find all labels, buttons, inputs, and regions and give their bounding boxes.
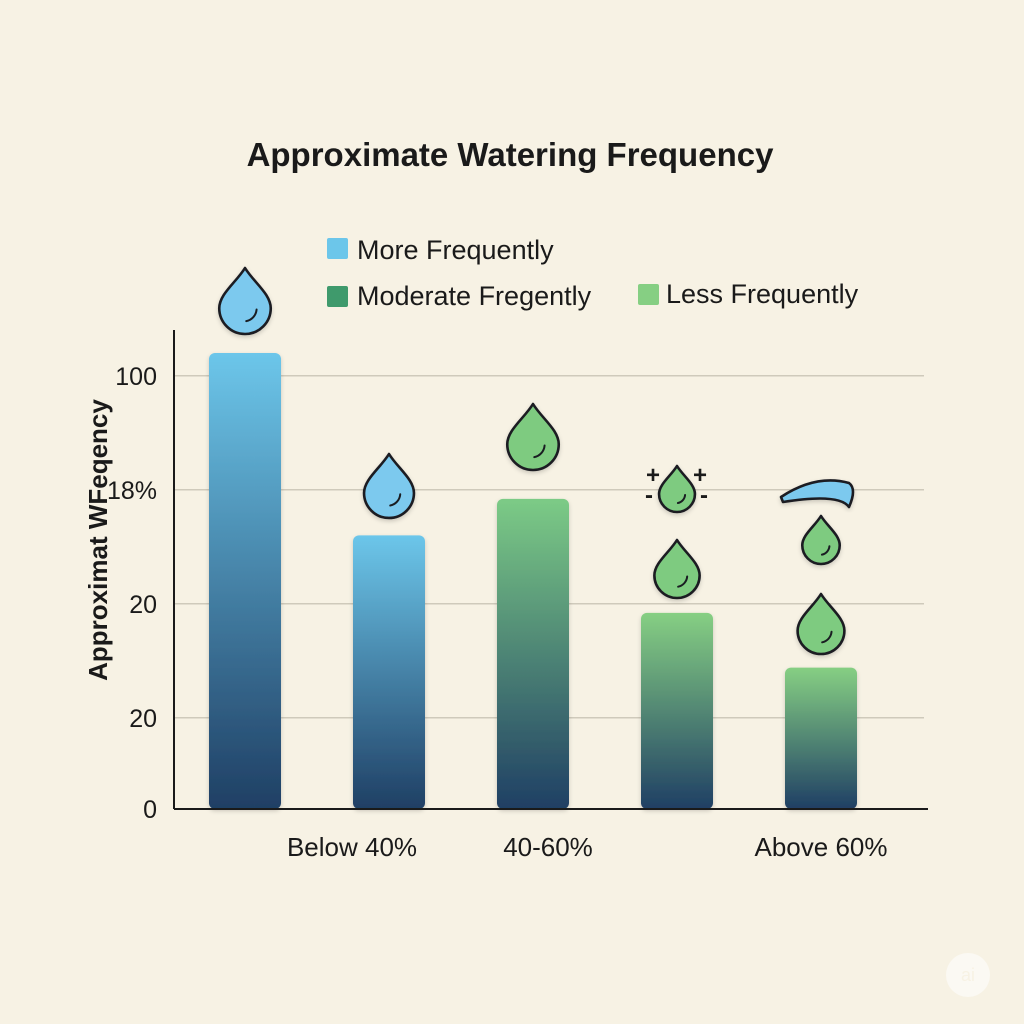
arc-shape-icon [779, 479, 855, 509]
water-drop-icon [362, 452, 416, 520]
bar [497, 498, 569, 809]
legend-swatch-less [638, 284, 659, 305]
plus-minus-signs: + +- - [645, 462, 708, 509]
minus-sign: - [700, 482, 708, 509]
bars [209, 353, 857, 809]
y-tick-labels: 0 20 20 18% 100 [107, 363, 157, 824]
y-axis-label: Approximat WFeqency [83, 399, 113, 681]
legend-swatch-more [327, 238, 348, 259]
category-labels: Below 40% 40-60% Above 60% [287, 832, 888, 862]
x-tick-label: 40-60% [503, 832, 593, 862]
watermark: ai [946, 953, 990, 997]
legend-label-more: More Frequently [357, 235, 554, 265]
watermark-text: ai [961, 965, 975, 985]
plus-sign: + [693, 462, 707, 489]
bar [353, 535, 425, 809]
x-tick-label: Above 60% [755, 832, 888, 862]
bar [209, 353, 281, 809]
legend-label-moderate: Moderate Fregently [357, 281, 592, 311]
water-drop-icon [657, 464, 697, 514]
bar [785, 667, 857, 809]
minus-sign: - [645, 482, 653, 509]
y-tick-label: 20 [129, 705, 157, 733]
bar [641, 612, 713, 809]
y-tick-label: 20 [129, 591, 157, 619]
plus-sign: + [646, 462, 660, 489]
x-tick-label: Below 40% [287, 832, 417, 862]
y-tick-label: 0 [143, 796, 157, 824]
watermark-badge [946, 953, 990, 997]
water-drop-icon [800, 514, 842, 566]
legend: More Frequently Moderate Fregently Less … [327, 235, 859, 311]
legend-swatch-moderate [327, 286, 348, 307]
y-tick-label: 18% [107, 477, 157, 505]
water-drop-icon [217, 266, 273, 336]
water-drop-icon [796, 592, 846, 656]
y-tick-label: 100 [115, 363, 157, 391]
water-drop-icon [505, 402, 561, 472]
legend-label-less: Less Frequently [666, 279, 859, 309]
water-drop-icon [653, 538, 701, 600]
water-drops: + +- - [217, 266, 855, 656]
chart-title: Approximate Watering Frequency [247, 136, 775, 173]
